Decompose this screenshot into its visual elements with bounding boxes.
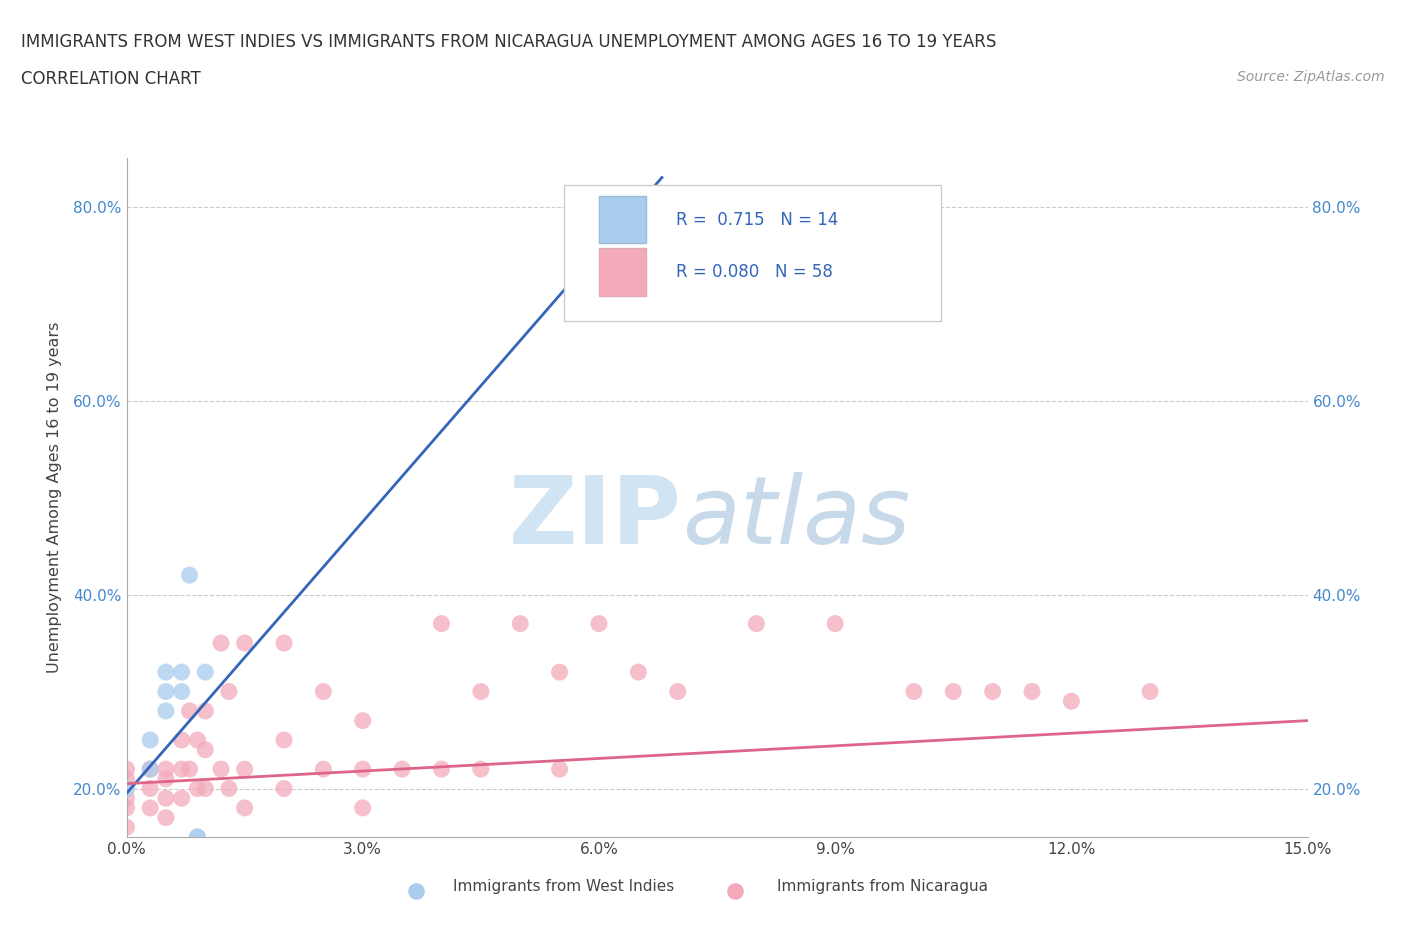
Point (233, 762, 256, 777)
Point (824, 617, 846, 631)
Point (170, 733, 193, 748)
Point (1021, 684, 1043, 699)
Point (170, 684, 193, 699)
Point (194, 665, 217, 680)
Text: Immigrants from Nicaragua: Immigrants from Nicaragua (778, 879, 988, 895)
Point (903, 684, 925, 699)
Point (352, 713, 374, 728)
FancyBboxPatch shape (599, 248, 647, 296)
Point (981, 684, 1004, 699)
Point (115, 820, 138, 835)
Point (233, 635, 256, 650)
Text: Source: ZipAtlas.com: Source: ZipAtlas.com (1237, 70, 1385, 84)
Point (115, 790, 138, 805)
Point (170, 790, 193, 805)
FancyBboxPatch shape (599, 196, 647, 244)
Point (179, 703, 201, 718)
Point (218, 839, 240, 854)
Point (139, 781, 162, 796)
Point (509, 617, 531, 631)
Point (115, 801, 138, 816)
Point (194, 703, 217, 718)
Point (209, 762, 232, 777)
Point (186, 830, 208, 844)
Point (155, 810, 177, 825)
Point (666, 684, 689, 699)
Point (942, 684, 965, 699)
Point (745, 617, 768, 631)
Point (588, 617, 610, 631)
Point (312, 762, 335, 777)
Point (1139, 684, 1161, 699)
Text: atlas: atlas (682, 472, 910, 564)
Y-axis label: Unemployment Among Ages 16 to 19 years: Unemployment Among Ages 16 to 19 years (46, 322, 62, 673)
Point (155, 703, 177, 718)
Point (430, 617, 453, 631)
Point (1060, 694, 1083, 709)
Point (352, 801, 374, 816)
Point (139, 801, 162, 816)
Point (179, 762, 201, 777)
Point (430, 762, 453, 777)
Point (273, 635, 295, 650)
Point (352, 762, 374, 777)
Point (470, 762, 492, 777)
Point (115, 771, 138, 786)
Point (312, 684, 335, 699)
Point (155, 790, 177, 805)
Text: CORRELATION CHART: CORRELATION CHART (21, 70, 201, 87)
Point (273, 781, 295, 796)
Text: R =  0.715   N = 14: R = 0.715 N = 14 (676, 210, 838, 229)
Point (155, 762, 177, 777)
Point (139, 733, 162, 748)
Point (186, 733, 208, 748)
Point (209, 635, 232, 650)
Point (186, 781, 208, 796)
FancyBboxPatch shape (564, 185, 942, 321)
Point (218, 781, 240, 796)
Point (155, 684, 177, 699)
Point (470, 684, 492, 699)
Point (179, 567, 201, 582)
Text: ZIP: ZIP (509, 472, 682, 564)
Text: Immigrants from West Indies: Immigrants from West Indies (453, 879, 673, 895)
Point (115, 762, 138, 777)
Point (627, 665, 650, 680)
Point (194, 781, 217, 796)
Point (186, 830, 208, 844)
Text: IMMIGRANTS FROM WEST INDIES VS IMMIGRANTS FROM NICARAGUA UNEMPLOYMENT AMONG AGES: IMMIGRANTS FROM WEST INDIES VS IMMIGRANT… (21, 33, 997, 50)
Point (785, 878, 807, 893)
Point (139, 762, 162, 777)
Point (233, 839, 256, 854)
Point (155, 771, 177, 786)
Point (233, 801, 256, 816)
Point (170, 665, 193, 680)
Point (548, 665, 571, 680)
Point (194, 742, 217, 757)
Point (391, 762, 413, 777)
Point (155, 665, 177, 680)
Point (273, 733, 295, 748)
Text: R = 0.080   N = 58: R = 0.080 N = 58 (676, 263, 832, 281)
Point (170, 762, 193, 777)
Point (115, 781, 138, 796)
Point (218, 684, 240, 699)
Point (903, 878, 925, 893)
Point (548, 762, 571, 777)
Point (139, 762, 162, 777)
